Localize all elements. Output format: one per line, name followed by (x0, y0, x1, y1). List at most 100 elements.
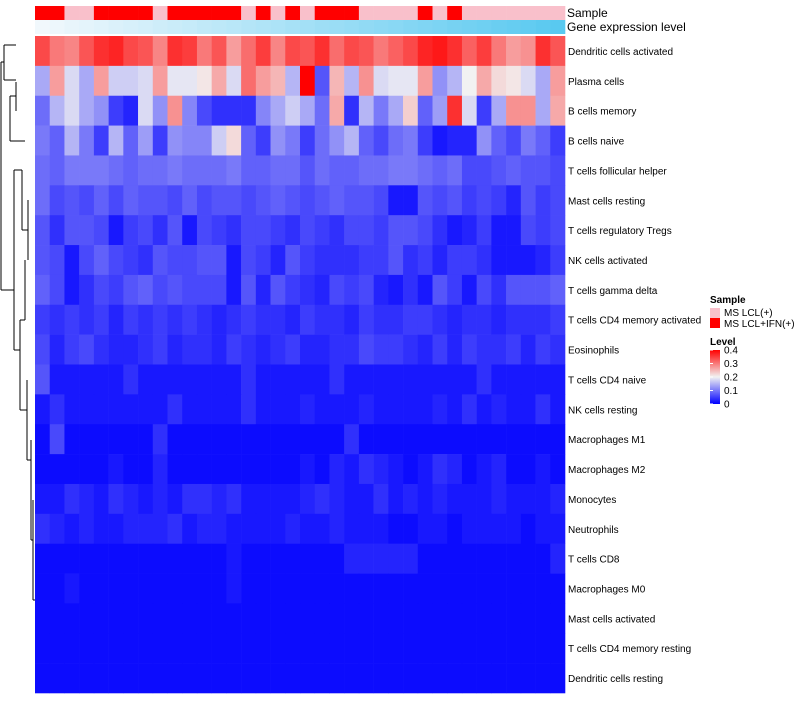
heatmap-cell (79, 633, 95, 664)
expression-annotation-cell (417, 20, 433, 34)
heatmap-cell (373, 513, 389, 544)
heatmap-cell (108, 334, 124, 365)
heatmap-cell (49, 364, 65, 395)
row-label: T cells CD4 memory activated (568, 316, 701, 327)
heatmap-cell (388, 245, 404, 276)
row-label: Monocytes (568, 495, 616, 506)
sample-annotation-cell (344, 6, 360, 20)
heatmap-cell (182, 185, 198, 216)
heatmap-cell (64, 334, 80, 365)
heatmap-cell (79, 125, 95, 156)
heatmap-cell (152, 424, 168, 455)
heatmap-cell (196, 543, 212, 574)
heatmap-cell (138, 185, 154, 216)
sample-annotation-cell (329, 6, 345, 20)
heatmap-cell (226, 215, 242, 246)
heatmap-cell (35, 483, 51, 515)
row-label: Macrophages M1 (568, 435, 646, 446)
heatmap-cell (255, 573, 271, 604)
heatmap-cell (241, 304, 257, 335)
heatmap-cell (358, 603, 374, 634)
heatmap-cell (270, 95, 286, 126)
heatmap-cell (329, 95, 345, 126)
expression-annotation-cell (506, 20, 522, 34)
heatmap-cell (167, 573, 183, 604)
heatmap-cell (152, 215, 168, 246)
heatmap-cell (314, 663, 330, 694)
heatmap-cell (461, 334, 477, 365)
heatmap-cell (417, 304, 433, 335)
heatmap-cell (550, 424, 566, 455)
expression-annotation-cell (358, 20, 374, 34)
expression-annotation-cell (314, 20, 330, 34)
heatmap-cell (550, 663, 566, 694)
heatmap-cell (49, 603, 65, 634)
heatmap-cell (373, 245, 389, 276)
heatmap-cell (64, 663, 80, 694)
heatmap-cell (314, 633, 330, 664)
heatmap-cell (520, 274, 536, 306)
heatmap-cell (373, 364, 389, 395)
heatmap-cell (344, 185, 360, 216)
heatmap-cell (123, 454, 139, 485)
heatmap-cell (196, 663, 212, 694)
heatmap-cell (550, 394, 566, 425)
heatmap-cell (64, 36, 80, 67)
heatmap-cell (417, 633, 433, 664)
heatmap-cell (196, 454, 212, 485)
heatmap-cell (241, 334, 257, 365)
heatmap-cell (447, 513, 463, 544)
sample-annotation-cell (550, 6, 566, 20)
sample-annotation-cell (373, 6, 389, 20)
heatmap-cell (506, 513, 522, 544)
heatmap-cell (196, 573, 212, 604)
heatmap-cell (64, 155, 80, 186)
heatmap-cell (461, 364, 477, 395)
heatmap-cell (417, 364, 433, 395)
expression-annotation-cell (300, 20, 316, 34)
row-label: T cells CD8 (568, 555, 620, 566)
heatmap-cell (506, 274, 522, 306)
heatmap-cell (167, 483, 183, 515)
heatmap-cell (93, 424, 109, 455)
heatmap-cell (152, 663, 168, 694)
heatmap-cell (285, 274, 301, 306)
heatmap-cell (255, 185, 271, 216)
heatmap-cell (196, 424, 212, 455)
heatmap-cell (93, 125, 109, 156)
heatmap-cell (314, 155, 330, 186)
heatmap-cell (255, 65, 271, 97)
heatmap-cell (417, 573, 433, 604)
heatmap-cell (211, 245, 227, 276)
heatmap-cell (64, 95, 80, 126)
heatmap-cell (226, 274, 242, 306)
heatmap-cell (550, 274, 566, 306)
heatmap-cell (255, 394, 271, 425)
heatmap-cell (447, 185, 463, 216)
sample-annotation-cell (123, 6, 139, 20)
heatmap-cell (182, 125, 198, 156)
heatmap-cell (123, 633, 139, 664)
heatmap-cell (491, 155, 507, 186)
heatmap-cell (108, 543, 124, 574)
heatmap-cell (211, 513, 227, 544)
heatmap-cell (182, 95, 198, 126)
heatmap-cell (476, 274, 492, 306)
heatmap-cell (255, 125, 271, 156)
heatmap-cell (447, 95, 463, 126)
heatmap-cell (329, 36, 345, 67)
heatmap-cell (520, 215, 536, 246)
heatmap-cell (506, 95, 522, 126)
heatmap-cell (152, 513, 168, 544)
heatmap-cell (388, 454, 404, 485)
heatmap-cell (49, 543, 65, 574)
heatmap-cell (49, 454, 65, 485)
expression-annotation-cell (255, 20, 271, 34)
heatmap-cell (314, 513, 330, 544)
heatmap-cell (432, 185, 448, 216)
heatmap-cell (108, 364, 124, 395)
heatmap-cell (152, 603, 168, 634)
heatmap-cell (108, 513, 124, 544)
heatmap-cell (329, 573, 345, 604)
heatmap-cell (432, 663, 448, 694)
